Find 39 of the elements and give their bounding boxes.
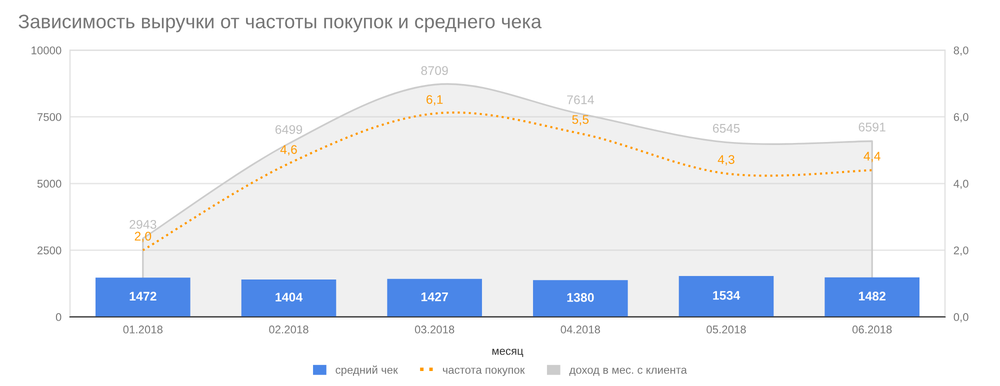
x-tick-label: 04.2018: [560, 326, 600, 334]
chart-title: Зависимость выручки от частоты покупок и среднего чека: [18, 14, 542, 32]
x-axis-title: месяц: [492, 348, 524, 357]
data-label: 1404: [276, 292, 303, 302]
legend-label: частота покупок: [442, 368, 525, 376]
y-tick-label: 7500: [38, 113, 62, 121]
data-label: 7614: [567, 95, 594, 104]
data-label: 1380: [567, 293, 594, 302]
data-label: 6545: [712, 124, 740, 133]
y-tick-label: 0: [56, 313, 62, 322]
data-label: 4,6: [280, 145, 297, 156]
data-label: 4,4: [864, 152, 880, 162]
y2-tick-label: 4,0: [954, 180, 968, 189]
data-label: 1472: [130, 292, 156, 301]
y-tick-label: 2500: [38, 246, 62, 254]
data-label: 1534: [713, 290, 740, 300]
data-label: 6499: [275, 125, 302, 134]
data-label: 8709: [421, 66, 448, 76]
y-tick-label: 5000: [37, 180, 62, 188]
y2-tick-label: 6,0: [954, 113, 968, 122]
legend-label: средний чек: [336, 365, 398, 376]
y2-tick-label: 0,0: [954, 313, 968, 322]
data-label: 6591: [858, 122, 886, 132]
data-label: 2943: [130, 220, 156, 229]
x-tick-label: 03.2018: [414, 326, 454, 334]
data-label: 5,5: [572, 115, 589, 126]
legend-label: доход в мес. с клиента: [569, 368, 687, 376]
x-tick-label: 01.2018: [123, 326, 163, 334]
data-label: 1427: [421, 292, 448, 302]
data-label: 4,3: [718, 155, 734, 166]
y-tick-label: 10000: [32, 46, 62, 54]
data-label: 6,1: [426, 95, 443, 106]
x-tick-label: 05.2018: [706, 326, 746, 334]
data-label: 1482: [858, 292, 886, 300]
data-label: 2,0: [134, 232, 152, 242]
y2-tick-label: 8,0: [954, 46, 968, 56]
y2-tick-label: 2,0: [954, 246, 968, 256]
x-tick-label: 02.2018: [269, 326, 308, 334]
x-tick-label: 06.2018: [852, 326, 892, 334]
